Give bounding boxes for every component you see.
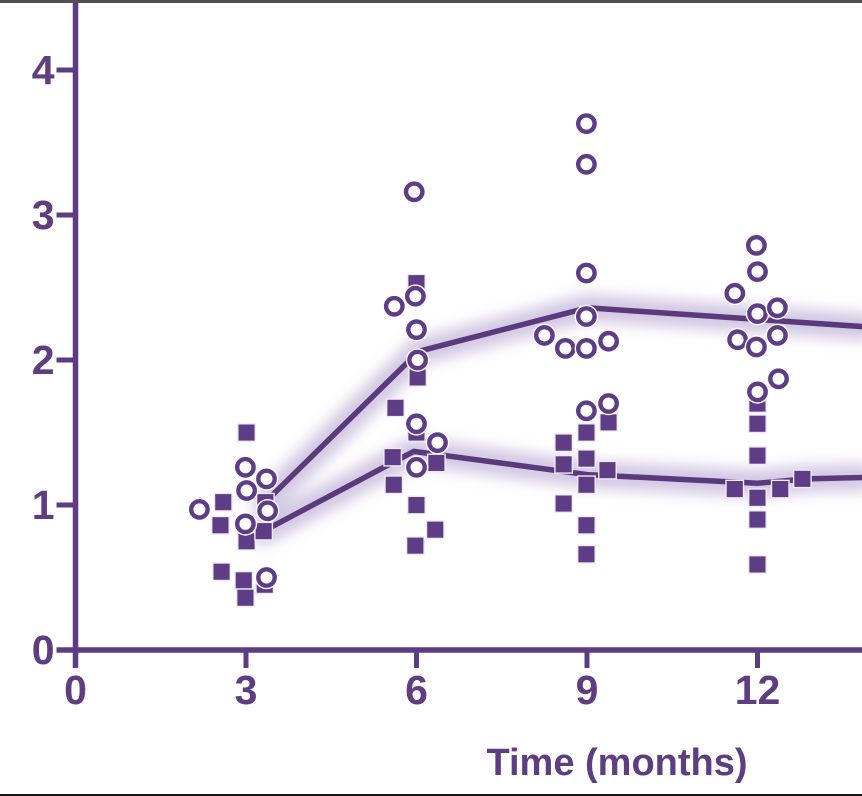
scatter-square (212, 562, 232, 582)
scatter-circle (747, 261, 768, 282)
scatter-circle (727, 329, 748, 351)
scatter-circle (598, 393, 619, 414)
scatter-square (237, 423, 257, 442)
scatter-square (254, 521, 274, 541)
scatter-circle (234, 513, 256, 535)
scatter-circle (746, 234, 767, 256)
scatter-square (210, 515, 230, 535)
y-tick-label-3: 3 (32, 192, 55, 238)
scatter-square (577, 475, 596, 495)
scatter-circle (406, 413, 427, 435)
x-tick-label-0: 0 (64, 667, 87, 713)
scatter-square (748, 555, 767, 574)
bottom-border (0, 794, 862, 796)
scatter-square (426, 453, 446, 473)
x-tick-label-9: 9 (576, 667, 599, 713)
scatter-square (577, 423, 596, 442)
scatter-square (725, 479, 745, 499)
y-tick-label-0: 0 (32, 627, 55, 673)
scatter-circle (747, 303, 768, 324)
scatter-circle (406, 456, 427, 478)
x-tick-label-6: 6 (405, 667, 428, 713)
x-tick-label-12: 12 (735, 667, 781, 713)
scatter-square (599, 412, 618, 432)
scatter-square (554, 433, 574, 453)
y-tick-label-4: 4 (32, 47, 55, 93)
scatter-circle (598, 330, 619, 352)
scatter-circle (256, 468, 277, 490)
scatter-circle (576, 113, 597, 135)
scatter-circle (576, 262, 597, 284)
scatter-square (554, 454, 574, 474)
scatter-circle (257, 500, 278, 522)
scatter-circle (404, 285, 426, 307)
scatter-circle (236, 480, 258, 501)
scatter-square (407, 495, 426, 515)
scatter-circle (427, 432, 448, 453)
scatter-circle (576, 306, 597, 327)
scatter-circle (747, 381, 768, 403)
scatter-square (792, 469, 812, 489)
scatter-circle (767, 297, 788, 319)
y-tick-label-1: 1 (32, 482, 55, 528)
scatter-circle (407, 349, 428, 371)
scatter-square (577, 515, 596, 535)
scatter-square (213, 492, 233, 512)
scatter-circle (576, 400, 597, 422)
scatter-circle (576, 153, 597, 175)
scatter-circle (256, 567, 277, 588)
scatter-circle (403, 181, 425, 203)
scatter-circle (234, 456, 256, 478)
scatter-circle (188, 498, 210, 520)
scatter-square (425, 520, 445, 540)
scatter-circle (406, 319, 427, 340)
scatter-circle (767, 324, 788, 346)
scatter-circle (768, 368, 789, 390)
scatter-circle (383, 295, 405, 317)
scatter-square (384, 475, 404, 495)
scatter-square (577, 544, 596, 564)
scatter-square (598, 460, 617, 480)
scatter-circle (534, 324, 555, 346)
x-axis-title: Time (months) (486, 742, 748, 784)
scatter-square (383, 447, 403, 467)
scatter-square (386, 398, 405, 418)
y-tick-label-2: 2 (32, 337, 55, 383)
scatter-square (405, 536, 425, 556)
scatter-square (577, 449, 596, 469)
scatter-square (235, 588, 255, 608)
scatter-square (748, 510, 767, 529)
scatter-square (234, 570, 254, 590)
scatter-square (748, 414, 767, 434)
top-border (0, 0, 862, 3)
scatter-square (748, 446, 767, 466)
scatter-square (770, 479, 790, 499)
scatter-circle (576, 337, 597, 359)
x-tick-label-3: 3 (235, 667, 258, 713)
scatter-circle (724, 282, 746, 304)
scatter-circle (746, 336, 767, 358)
scatter-square (748, 488, 767, 508)
scatter-square (554, 494, 574, 513)
scatter-circle (555, 337, 576, 359)
